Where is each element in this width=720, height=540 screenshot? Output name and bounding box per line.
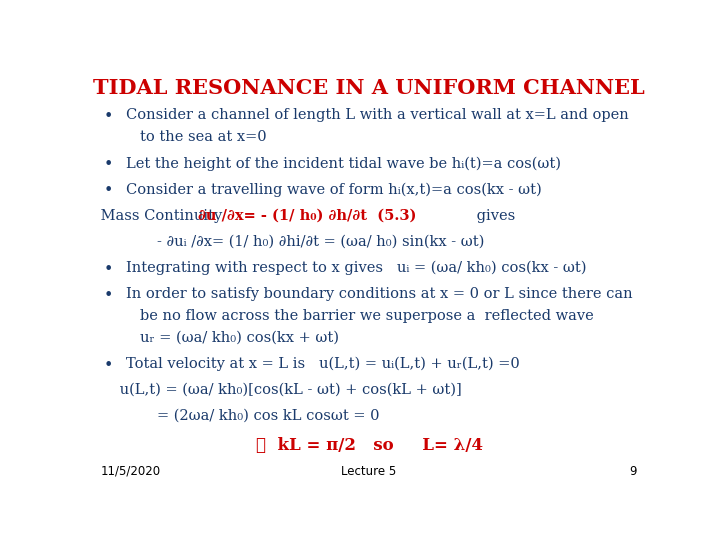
Text: Mass Continuity: Mass Continuity (96, 208, 227, 222)
Text: Lecture 5: Lecture 5 (341, 465, 397, 478)
Text: 9: 9 (629, 465, 637, 478)
Text: •: • (104, 357, 113, 374)
Text: = (2ωa/ kh₀) cos kL cosωt = 0: = (2ωa/ kh₀) cos kL cosωt = 0 (157, 409, 379, 423)
Text: TIDAL RESONANCE IN A UNIFORM CHANNEL: TIDAL RESONANCE IN A UNIFORM CHANNEL (93, 78, 645, 98)
Text: Integrating with respect to x gives   uᵢ = (ωa/ kh₀) cos(kx - ωt): Integrating with respect to x gives uᵢ =… (126, 261, 587, 275)
Text: 11/5/2020: 11/5/2020 (101, 465, 161, 478)
Text: •: • (104, 156, 113, 173)
Text: •: • (104, 183, 113, 199)
Text: ∴  kL = π/2   so     L= λ/4: ∴ kL = π/2 so L= λ/4 (256, 437, 482, 454)
Text: be no flow across the barrier we superpose a  reflected wave: be no flow across the barrier we superpo… (140, 309, 594, 323)
Text: Total velocity at x = L is   u(L,t) = uᵢ(L,t) + uᵣ(L,t) =0: Total velocity at x = L is u(L,t) = uᵢ(L… (126, 357, 520, 371)
Text: Let the height of the incident tidal wave be hᵢ(t)=a cos(ωt): Let the height of the incident tidal wav… (126, 156, 562, 171)
Text: gives: gives (472, 208, 516, 222)
Text: Consider a channel of length L with a vertical wall at x=L and open: Consider a channel of length L with a ve… (126, 109, 629, 123)
Text: uᵣ = (ωa/ kh₀) cos(kx + ωt): uᵣ = (ωa/ kh₀) cos(kx + ωt) (140, 330, 339, 345)
Text: ∂u /∂x= - (1/ h₀) ∂h/∂t  (5.3): ∂u /∂x= - (1/ h₀) ∂h/∂t (5.3) (198, 208, 416, 222)
Text: •: • (104, 261, 113, 278)
Text: Consider a travelling wave of form hᵢ(x,t)=a cos(kx - ωt): Consider a travelling wave of form hᵢ(x,… (126, 183, 542, 197)
Text: u(L,t) = (ωa/ kh₀)[cos(kL - ωt) + cos(kL + ωt)]: u(L,t) = (ωa/ kh₀)[cos(kL - ωt) + cos(kL… (115, 383, 462, 397)
Text: •: • (104, 287, 113, 304)
Text: to the sea at x=0: to the sea at x=0 (140, 130, 267, 144)
Text: In order to satisfy boundary conditions at x = 0 or L since there can: In order to satisfy boundary conditions … (126, 287, 633, 301)
Text: - ∂uᵢ /∂x= (1/ h₀) ∂hi/∂t = (ωa/ h₀) sin(kx - ωt): - ∂uᵢ /∂x= (1/ h₀) ∂hi/∂t = (ωa/ h₀) sin… (157, 235, 485, 249)
Text: •: • (104, 109, 113, 125)
